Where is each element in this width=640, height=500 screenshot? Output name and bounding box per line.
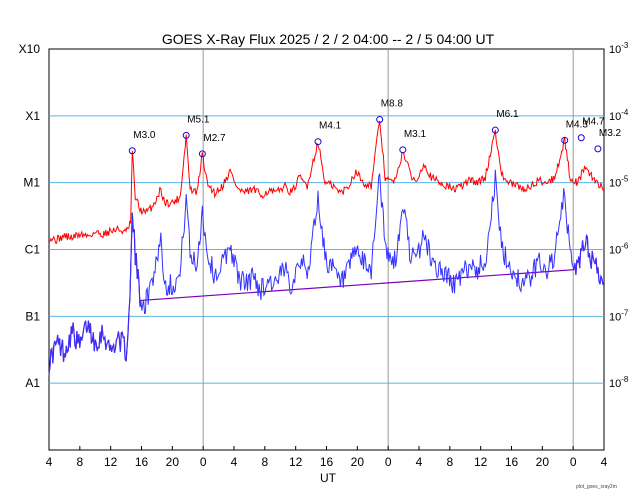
x-tick-label: 12: [289, 455, 303, 469]
flux-tick-label: 10-5: [609, 175, 629, 190]
flux-tick-label: 10-6: [609, 242, 629, 257]
flare-marker: [561, 136, 569, 144]
flux-tick-base: 10: [609, 44, 621, 56]
flare-label: M3.2: [599, 128, 622, 139]
x-tick-label: 4: [601, 455, 608, 469]
x-tick-label: 16: [505, 455, 519, 469]
x-tick-label: 4: [46, 455, 53, 469]
class-tick-label: A1: [25, 376, 40, 390]
flux-tick-exponent: -4: [621, 108, 629, 117]
flare-label: M4.3: [566, 119, 589, 130]
flare-label: M5.1: [187, 114, 210, 125]
x-axis-label: UT: [320, 471, 337, 485]
flare-label: M4.1: [319, 121, 342, 132]
x-axis: 4 8 12 16 20 0 4 8 12 16 20 0 4 8 12 16 20 0 4: [46, 446, 608, 469]
plot-credit: plot_goes_xray2m: [576, 484, 617, 490]
x-tick-label: 4: [416, 455, 423, 469]
flux-tick-base: 10: [609, 178, 621, 190]
x-tick-label: 20: [166, 455, 180, 469]
x-tick-label: 0: [570, 455, 577, 469]
x-tick-label: 8: [446, 455, 453, 469]
flare-marker: [128, 147, 136, 155]
class-axis: X10 X1 M1 C1 B1 A1: [19, 42, 41, 390]
x-tick-label: 4: [231, 455, 238, 469]
x-tick-label: 16: [320, 455, 334, 469]
x-tick-label: 20: [536, 455, 550, 469]
x-tick-label: 16: [135, 455, 149, 469]
flux-tick-label: 10-8: [609, 375, 629, 390]
x-tick-label: 0: [200, 455, 207, 469]
flux-tick-label: 10-7: [609, 308, 629, 323]
flare-marker: [491, 126, 499, 134]
flare-marker: [399, 146, 407, 154]
flare-marker: [198, 150, 206, 158]
flare-marker: [594, 145, 602, 153]
class-tick-label: B1: [25, 309, 40, 323]
flux-tick-exponent: -6: [621, 242, 629, 251]
flare-markers: M3.0 M5.1 M2.7 M4.1 M8.8 M3.1 M6.1 M4.3M4.7M3.2: [128, 99, 622, 158]
short-channel-dark-trace: [48, 212, 605, 375]
short-channel-trace: [48, 169, 605, 375]
x-tick-label: 20: [351, 455, 365, 469]
flare-marker: [182, 131, 190, 139]
flare-marker: [577, 134, 585, 142]
x-tick-label: 12: [474, 455, 488, 469]
x-tick-label: 8: [76, 455, 83, 469]
class-tick-label: X10: [19, 42, 41, 56]
flare-label: M4.7: [582, 117, 605, 128]
flux-axis: 10-310-410-510-610-710-8: [609, 41, 629, 390]
flare-marker: [314, 138, 322, 146]
flux-tick-base: 10: [609, 378, 621, 390]
flare-marker: [376, 116, 384, 124]
flux-tick-base: 10: [609, 311, 621, 323]
x-tick-label: 12: [104, 455, 118, 469]
x-tick-label: 0: [385, 455, 392, 469]
flux-tick-exponent: -3: [621, 41, 629, 50]
flux-tick-exponent: -5: [621, 175, 629, 184]
flux-tick-exponent: -8: [621, 375, 629, 384]
class-tick-label: X1: [25, 109, 40, 123]
chart-title: GOES X-Ray Flux 2025 / 2 / 2 04:00 -- 2 …: [162, 31, 495, 47]
flux-tick-label: 10-3: [609, 41, 629, 56]
long-channel-trace: [48, 120, 605, 244]
class-tick-label: C1: [25, 243, 41, 257]
flare-label: M3.1: [404, 129, 427, 140]
flux-tick-base: 10: [609, 245, 621, 257]
flare-label: M6.1: [496, 109, 519, 120]
flux-tick-label: 10-4: [609, 108, 629, 123]
series-layer: [48, 120, 605, 375]
x-tick-label: 8: [261, 455, 268, 469]
flare-label: M2.7: [203, 133, 226, 144]
flux-tick-exponent: -7: [621, 308, 629, 317]
class-tick-label: M1: [23, 176, 40, 190]
flare-label: M3.0: [133, 130, 156, 141]
flux-tick-base: 10: [609, 111, 621, 123]
flare-label: M8.8: [381, 99, 404, 110]
